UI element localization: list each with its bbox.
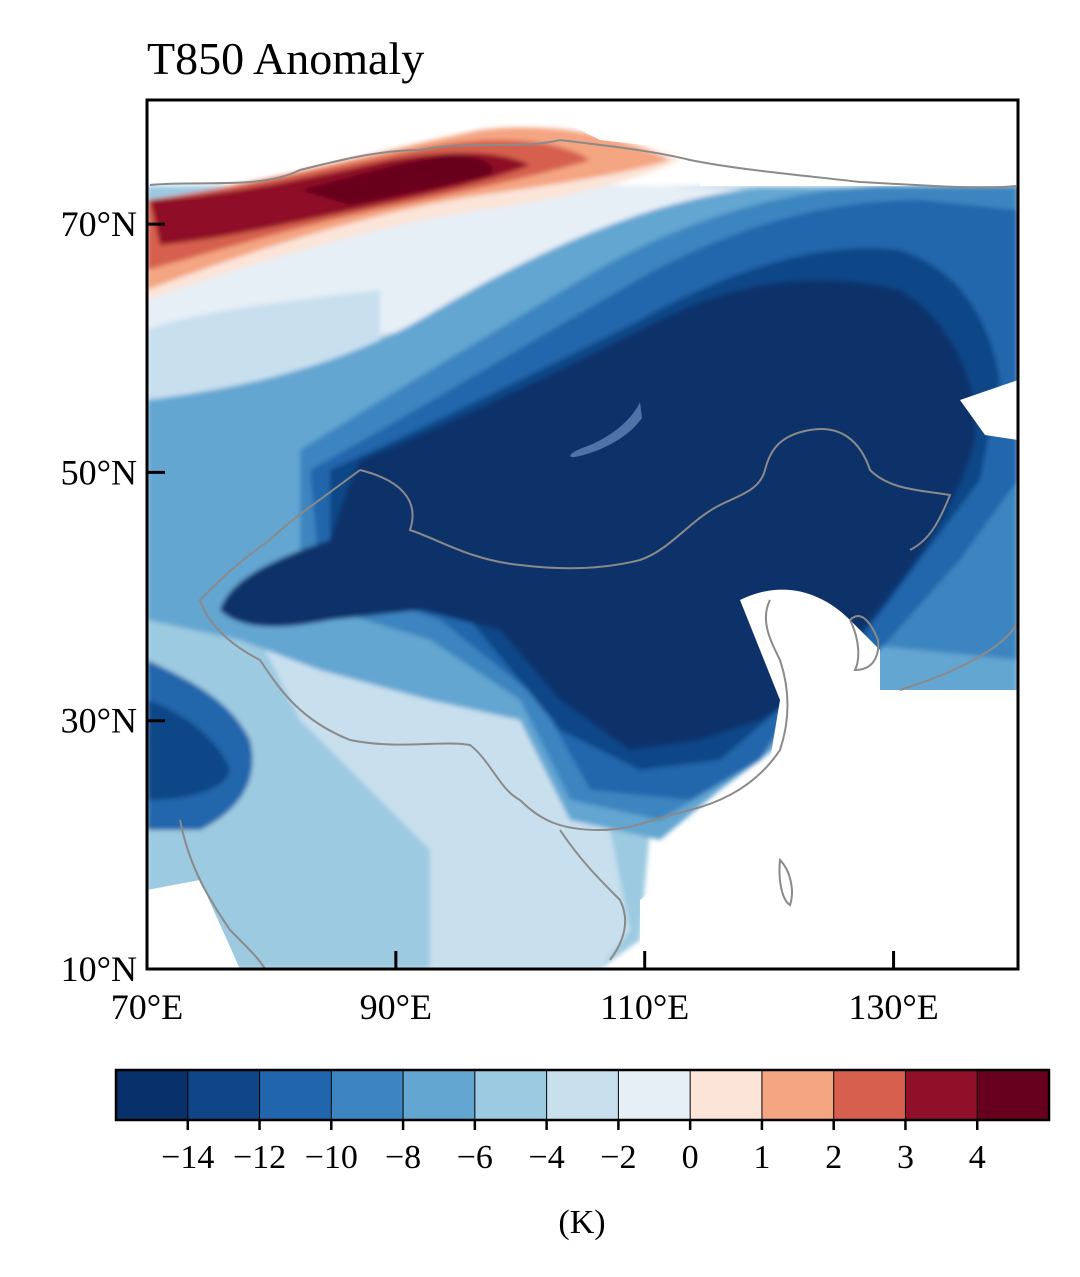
colorbar-tick-label: −6 <box>457 1139 493 1176</box>
lon-tick-label: 110°E <box>600 987 689 1027</box>
colorbar-bin <box>546 1070 619 1120</box>
lat-tick-label: 10°N <box>61 949 137 989</box>
colorbar-tick-label: −12 <box>233 1139 286 1176</box>
colorbar-frame <box>114 1068 1051 1122</box>
latitude-axis: 10°N 30°N 50°N 70°N <box>61 204 165 989</box>
colorbar-bin <box>187 1070 261 1120</box>
india-coast <box>179 819 266 969</box>
masked-areas <box>147 100 1018 969</box>
china-west-border <box>198 469 521 801</box>
china-south-border <box>519 599 789 832</box>
indochina-coast <box>559 829 627 961</box>
colorbar-tick-label: 2 <box>825 1139 842 1176</box>
colorbar-tick-label: −8 <box>385 1139 421 1176</box>
contour-plus4 <box>300 155 493 205</box>
taiwan-coast <box>778 857 793 907</box>
colorbar-bin <box>761 1070 835 1120</box>
colorbar-units-label: (K) <box>558 1204 605 1241</box>
lon-tick-label: 130°E <box>848 987 938 1027</box>
colorbar-bin <box>905 1070 978 1120</box>
colorbar-bin <box>403 1070 476 1120</box>
colorbar-bin <box>833 1070 906 1120</box>
colorbar-tick-label: 1 <box>753 1139 770 1176</box>
colorbar-bin <box>474 1070 548 1120</box>
colorbar-tick-label: −2 <box>600 1139 636 1176</box>
colorbar-bin <box>259 1070 332 1120</box>
colorbar-bin <box>977 1070 1050 1120</box>
mongolia-border <box>359 428 952 570</box>
colorbar-bin <box>690 1070 763 1120</box>
colorbar: −14 −12 −10 −8 −6 −4 −2 0 1 2 3 4 <box>114 1068 1051 1176</box>
colorbar-tick-label: −14 <box>161 1139 214 1176</box>
colorbar-tick-label: −4 <box>529 1139 565 1176</box>
lat-tick-label: 70°N <box>61 204 137 244</box>
lat-tick-label: 50°N <box>61 452 137 492</box>
colorbar-tick-label: −10 <box>305 1139 358 1176</box>
colorbar-bin <box>116 1070 189 1120</box>
map-frame <box>145 98 1020 971</box>
lat-tick-label: 30°N <box>61 701 137 741</box>
colorbar-bin <box>331 1070 404 1120</box>
colorbar-bin <box>618 1070 691 1120</box>
contour-minus12-west <box>147 700 230 800</box>
coastlines-borders <box>149 138 1018 969</box>
colorbar-tick-label: 4 <box>969 1139 986 1176</box>
map-panel <box>147 100 1018 969</box>
lon-tick-label: 70°E <box>111 987 183 1027</box>
colorbar-tick-label: 0 <box>682 1139 699 1176</box>
japan-coast <box>899 619 1018 691</box>
lake-baikal <box>570 402 642 458</box>
arctic-coast <box>149 138 1017 189</box>
longitude-axis: 70°E 90°E 110°E 130°E <box>111 951 939 1027</box>
lon-tick-label: 90°E <box>360 987 432 1027</box>
map-title: T850 Anomaly <box>147 33 424 84</box>
korea-coast <box>849 615 880 672</box>
colorbar-tick-label: 3 <box>897 1139 914 1176</box>
